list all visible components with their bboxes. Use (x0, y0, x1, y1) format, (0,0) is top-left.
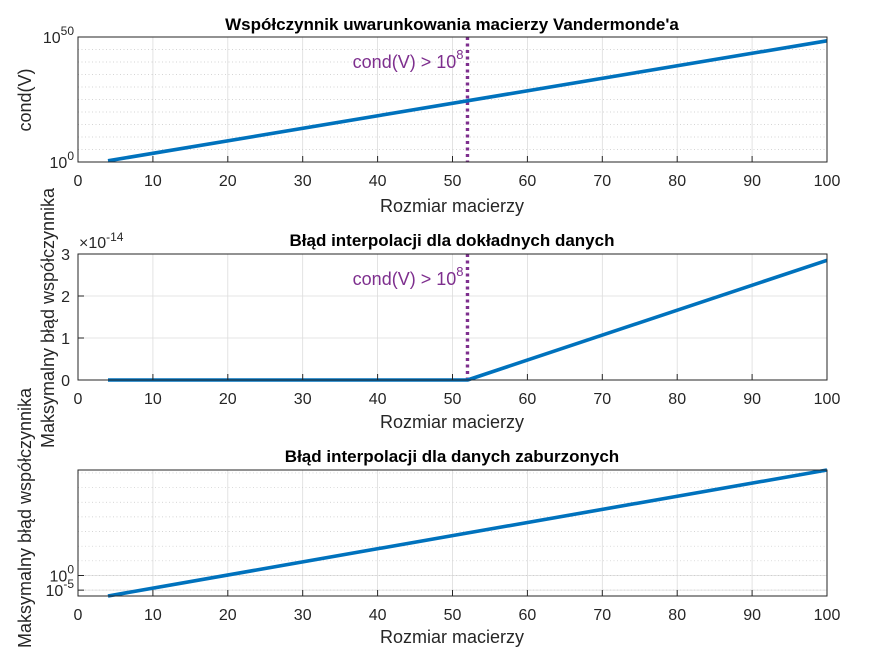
y-multiplier: ×10-14 (79, 230, 124, 252)
x-tick-label: 20 (219, 173, 237, 190)
x-tick-label: 70 (593, 173, 611, 190)
y-axis-label: cond(V) (15, 68, 35, 131)
x-tick-label: 50 (444, 173, 462, 190)
x-tick-label: 90 (743, 173, 761, 190)
x-axis-label: Rozmiar macierzy (380, 196, 524, 216)
x-ticks: 0 10 20 30 40 50 60 70 80 90 100 (74, 590, 841, 624)
threshold-group: cond(V) > 108 (353, 37, 470, 162)
x-tick-label: 60 (519, 391, 537, 408)
x-tick-label: 10 (144, 391, 162, 408)
x-tick-label: 40 (369, 173, 387, 190)
x-tick-label: 20 (219, 607, 237, 624)
x-axis-label: Rozmiar macierzy (380, 412, 524, 432)
x-tick-label: 100 (814, 173, 841, 190)
y-tick-label: 10-5 (46, 577, 75, 600)
x-tick-label: 100 (814, 607, 841, 624)
series-group (107, 468, 828, 598)
x-tick-label: 40 (369, 391, 387, 408)
threshold-group: cond(V) > 108 (353, 254, 470, 380)
y-tick-label: 3 (61, 247, 70, 264)
y-tick-label: 1 (61, 331, 70, 348)
x-ticks: 0 10 20 30 40 50 60 70 80 90 100 (74, 156, 841, 190)
x-tick-label: 90 (743, 607, 761, 624)
y-tick-label: 100 (50, 562, 75, 585)
y-axis-label: Maksymalny błąd współczynnika (15, 387, 35, 648)
x-tick-label: 80 (668, 607, 686, 624)
series-line (107, 39, 828, 163)
x-tick-label: 70 (593, 607, 611, 624)
chart-title: Błąd interpolacji dla dokładnych danych (290, 231, 615, 250)
x-tick-label: 90 (743, 391, 761, 408)
x-tick-label: 40 (369, 607, 387, 624)
minor-grid (78, 49, 827, 150)
exact-data-error-plot: cond(V) > 108 0 10 20 30 40 50 60 70 80 90 100 0 1 2… (38, 187, 840, 448)
x-tick-label: 100 (814, 391, 841, 408)
x-tick-label: 20 (219, 391, 237, 408)
y-tick-label: 100 (50, 149, 75, 172)
x-tick-label: 0 (74, 173, 83, 190)
x-tick-label: 10 (144, 173, 162, 190)
x-tick-label: 30 (294, 607, 312, 624)
y-axis-label: Maksymalny błąd współczynnika (38, 187, 58, 448)
y-tick-label: 1050 (43, 24, 74, 47)
x-tick-label: 30 (294, 391, 312, 408)
grid (78, 254, 827, 380)
x-tick-label: 0 (74, 607, 83, 624)
chart-title: Współczynnik uwarunkowania macierzy Vand… (225, 15, 679, 34)
x-ticks: 0 10 20 30 40 50 60 70 80 90 100 (74, 374, 841, 408)
x-tick-label: 10 (144, 607, 162, 624)
threshold-label: cond(V) > 108 (353, 264, 464, 289)
x-tick-label: 50 (444, 607, 462, 624)
grid (152, 37, 753, 162)
series-group (107, 39, 828, 163)
x-tick-label: 0 (74, 391, 83, 408)
x-tick-label: 50 (444, 391, 462, 408)
y-tick-label: 2 (61, 289, 70, 306)
y-ticks: 0 1 2 3 (61, 247, 84, 390)
x-tick-label: 60 (519, 607, 537, 624)
x-tick-label: 80 (668, 173, 686, 190)
series-line (107, 468, 828, 598)
y-ticks: 100 1050 (43, 24, 84, 172)
x-tick-label: 70 (593, 391, 611, 408)
x-tick-label: 60 (519, 173, 537, 190)
x-tick-label: 80 (668, 391, 686, 408)
y-tick-label: 0 (61, 373, 70, 390)
x-axis-label: Rozmiar macierzy (380, 627, 524, 647)
x-tick-label: 30 (294, 173, 312, 190)
condition-number-plot: cond(V) > 108 0 10 20 30 40 50 60 70 80 90 100 100… (15, 15, 840, 216)
chart-title: Błąd interpolacji dla danych zaburzonych (285, 447, 619, 466)
threshold-label: cond(V) > 108 (353, 47, 464, 72)
